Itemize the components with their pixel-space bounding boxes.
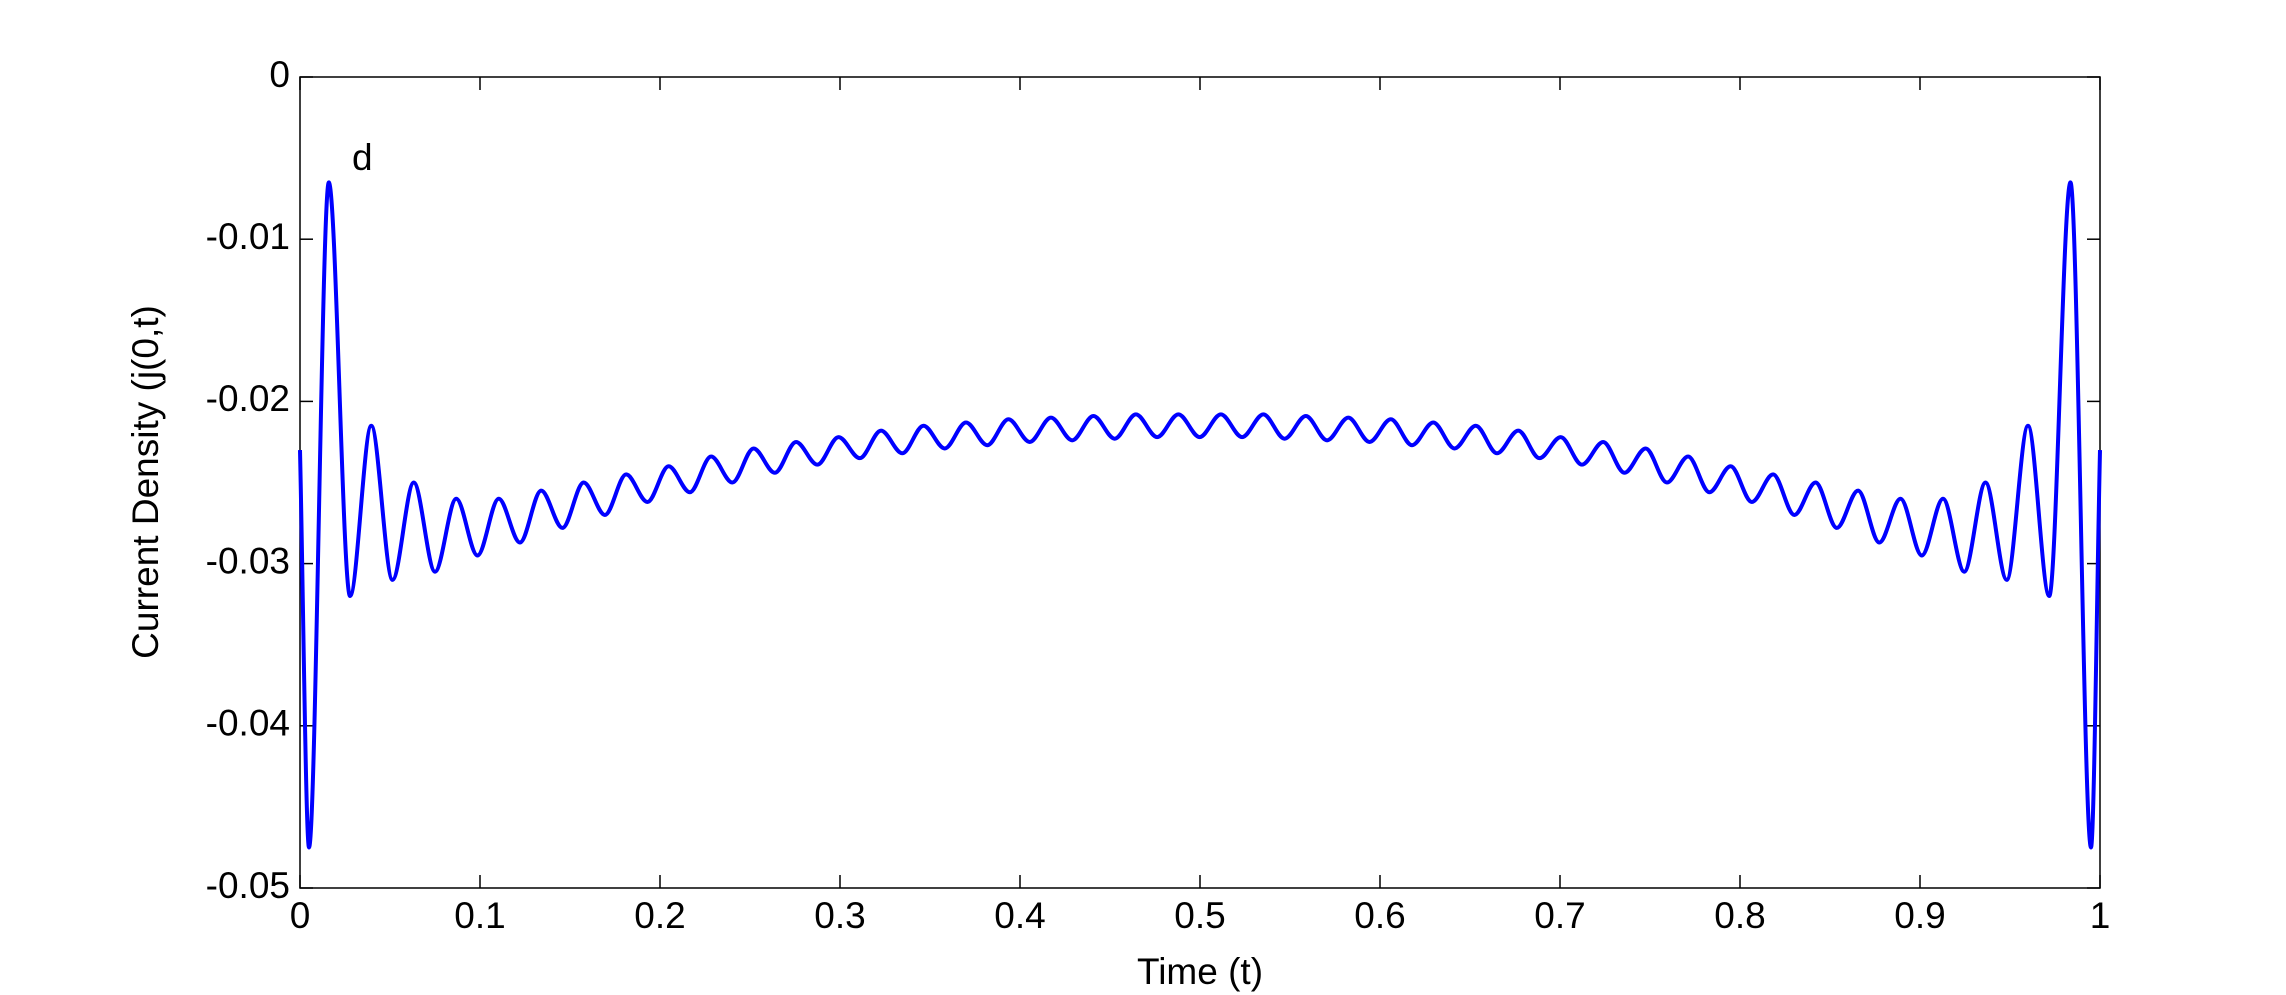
y-axis-label: Current Density (j(0,t) (125, 305, 166, 659)
x-tick-label: 0 (290, 895, 311, 936)
x-tick-label: 0.7 (1534, 895, 1585, 936)
x-tick-label: 0.3 (814, 895, 865, 936)
x-axis-label: Time (t) (1137, 951, 1263, 992)
x-tick-label: 0.8 (1714, 895, 1765, 936)
x-tick-label: 0.2 (634, 895, 685, 936)
data-line (298, 180, 2102, 850)
x-tick-label: 0.5 (1174, 895, 1225, 936)
y-tick-label: -0.05 (206, 865, 290, 906)
x-tick-label: 0.6 (1354, 895, 1405, 936)
y-tick-label: -0.03 (206, 540, 290, 581)
annotation: d (352, 137, 373, 178)
y-tick-label: -0.02 (206, 378, 290, 419)
x-tick-label: 0.9 (1894, 895, 1945, 936)
y-tick-label: -0.04 (206, 703, 290, 744)
y-tick-label: 0 (269, 54, 290, 95)
x-tick-label: 0.1 (454, 895, 505, 936)
x-tick-label: 1 (2090, 895, 2111, 936)
x-tick-label: 0.4 (994, 895, 1045, 936)
plot-area (299, 76, 2101, 889)
y-tick-label: -0.01 (206, 216, 290, 257)
